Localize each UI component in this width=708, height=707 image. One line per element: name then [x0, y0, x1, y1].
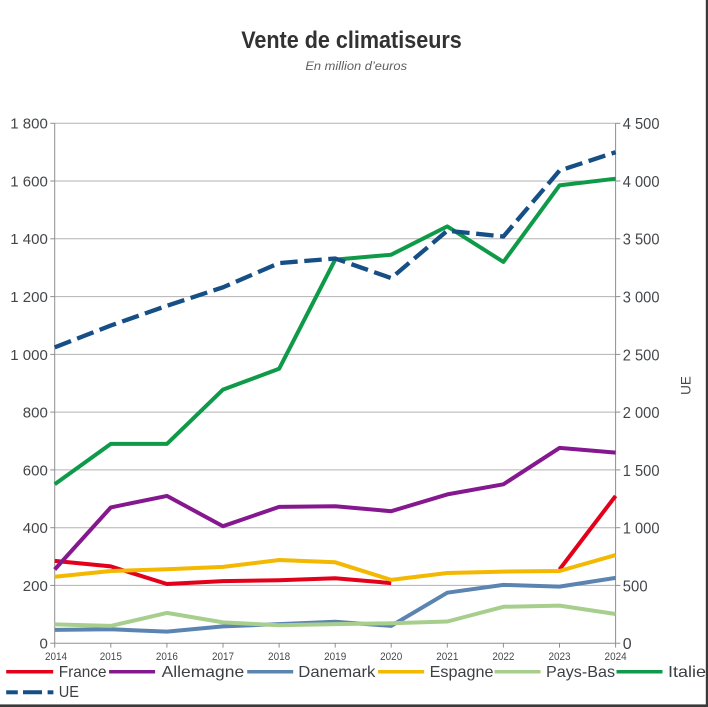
svg-text:400: 400 — [23, 520, 48, 537]
svg-text:200: 200 — [23, 578, 48, 595]
svg-text:1 000: 1 000 — [623, 521, 660, 538]
svg-text:Italie: Italie — [668, 664, 706, 681]
svg-text:2015: 2015 — [100, 651, 122, 663]
svg-text:3 000: 3 000 — [623, 290, 660, 307]
svg-text:0: 0 — [623, 636, 632, 653]
svg-text:Danemark: Danemark — [298, 664, 376, 681]
svg-text:2018: 2018 — [268, 651, 290, 663]
svg-text:1 200: 1 200 — [10, 289, 48, 306]
svg-text:2019: 2019 — [324, 651, 346, 663]
svg-text:2021: 2021 — [436, 651, 458, 663]
svg-text:Espagne: Espagne — [430, 664, 494, 681]
svg-text:Allemagne: Allemagne — [162, 664, 245, 681]
svg-text:800: 800 — [23, 405, 48, 422]
svg-text:2 500: 2 500 — [623, 347, 660, 364]
svg-text:1 800: 1 800 — [10, 116, 48, 133]
svg-text:2024: 2024 — [605, 651, 627, 663]
svg-text:0: 0 — [39, 636, 47, 653]
svg-text:France: France — [59, 664, 107, 681]
svg-text:1 400: 1 400 — [10, 231, 48, 248]
svg-text:2014: 2014 — [45, 651, 67, 663]
svg-text:UE: UE — [679, 376, 694, 395]
svg-text:2022: 2022 — [492, 651, 514, 663]
svg-text:Pays-Bas: Pays-Bas — [546, 664, 615, 681]
svg-text:4 000: 4 000 — [623, 174, 660, 191]
svg-text:3 500: 3 500 — [623, 232, 660, 249]
svg-text:4 500: 4 500 — [623, 116, 660, 133]
svg-text:500: 500 — [623, 578, 648, 595]
svg-text:600: 600 — [23, 462, 48, 479]
svg-text:UE: UE — [59, 684, 79, 701]
svg-text:1 600: 1 600 — [10, 173, 48, 190]
svg-text:2020: 2020 — [380, 651, 402, 663]
svg-text:En million d’euros: En million d’euros — [305, 61, 407, 73]
svg-text:2023: 2023 — [548, 651, 570, 663]
svg-text:Vente de climatiseurs: Vente de climatiseurs — [241, 27, 462, 54]
svg-text:1 000: 1 000 — [10, 347, 48, 364]
svg-text:2016: 2016 — [156, 651, 178, 663]
svg-text:1 500: 1 500 — [623, 463, 660, 480]
svg-text:2 000: 2 000 — [623, 405, 660, 422]
svg-text:2017: 2017 — [212, 651, 234, 663]
